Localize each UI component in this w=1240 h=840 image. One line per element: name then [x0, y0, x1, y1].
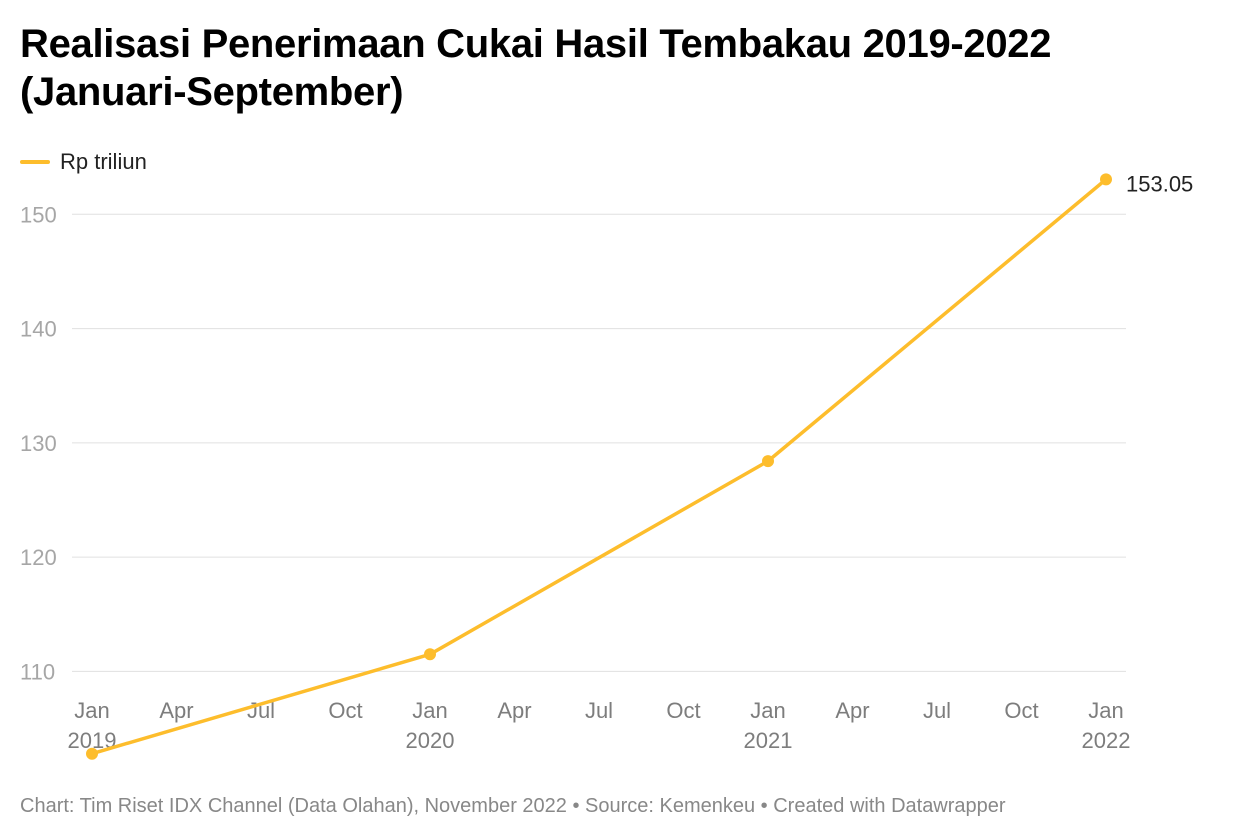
legend: Rp triliun — [20, 150, 147, 174]
data-point — [424, 648, 436, 661]
chart-footer: Chart: Tim Riset IDX Channel (Data Olaha… — [20, 795, 1006, 817]
y-tick-label: 110 — [20, 659, 55, 684]
x-tick-label: Jan — [750, 698, 785, 723]
y-tick-label: 130 — [20, 431, 57, 456]
gridlines — [72, 213, 1126, 672]
chart-title: Realisasi Penerimaan Cukai Hasil Tembaka… — [20, 22, 1052, 114]
x-tick-label: Jan — [412, 698, 447, 723]
x-tick-label: Apr — [835, 698, 869, 723]
x-tick-label: Jan — [74, 698, 109, 723]
x-tick-year-label: 2020 — [406, 728, 455, 753]
data-point — [1100, 173, 1112, 186]
x-tick-label: Jul — [923, 698, 951, 723]
series-line — [90, 177, 1108, 756]
data-labels: 153.05 — [1126, 171, 1193, 196]
x-tick-label: Oct — [1004, 698, 1038, 723]
data-point — [762, 455, 774, 468]
end-value-label: 153.05 — [1126, 171, 1193, 196]
x-tick-label: Apr — [497, 698, 531, 723]
legend-swatch — [20, 160, 50, 164]
x-tick-year-label: 2022 — [1082, 728, 1131, 753]
y-tick-label: 150 — [20, 202, 57, 227]
legend-label: Rp triliun — [60, 149, 147, 174]
series-layer — [86, 173, 1112, 760]
y-tick-label: 140 — [20, 317, 57, 342]
x-tick-label: Jul — [585, 698, 613, 723]
x-tick-label: Oct — [328, 698, 362, 723]
y-axis-ticks: 110 120 130 140 150 — [20, 202, 57, 684]
x-tick-label: Oct — [666, 698, 700, 723]
x-tick-year-label: 2021 — [744, 728, 793, 753]
y-tick-label: 120 — [20, 545, 57, 570]
x-tick-label: Apr — [159, 698, 193, 723]
data-point — [86, 747, 98, 760]
x-tick-label: Jan — [1088, 698, 1123, 723]
